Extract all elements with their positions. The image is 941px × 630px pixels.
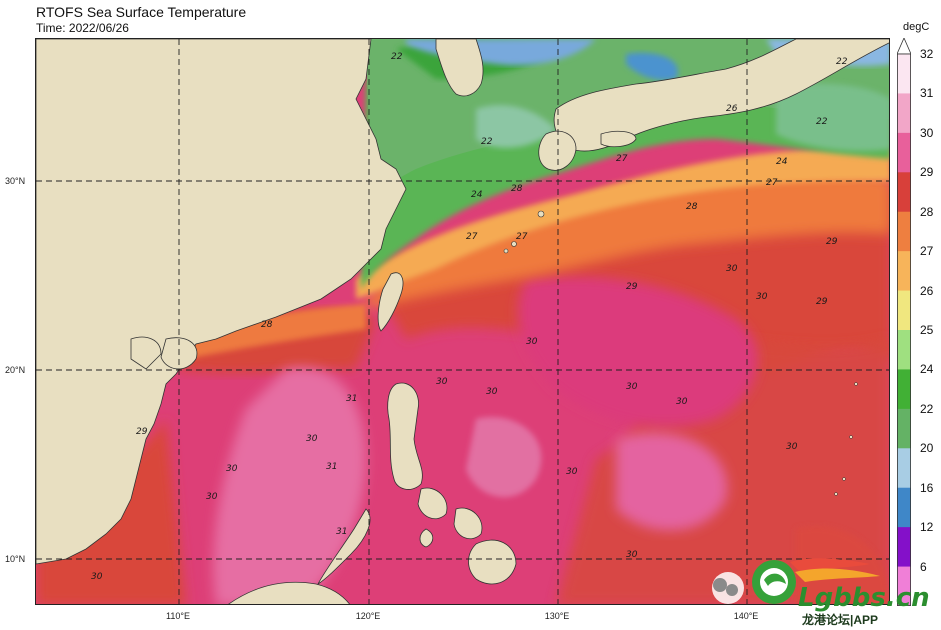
colorbar-swatch [897, 408, 911, 449]
isotherm-label: 22 [816, 117, 828, 127]
colorbar-extend-arrow [897, 38, 911, 55]
isotherm-label: 24 [776, 157, 788, 167]
colorbar-tick-label: 30 [920, 125, 934, 140]
isotherm-label: 27 [616, 154, 628, 164]
colorbar-tick-label: 16 [920, 480, 934, 495]
colorbar-swatch [897, 487, 911, 528]
colorbar-tick-label: 31 [920, 86, 934, 101]
isotherm-label: 27 [766, 178, 778, 188]
y-tick-label: 20°N [5, 365, 26, 375]
isotherm-label: 30 [676, 397, 688, 407]
y-tick-label: 10°N [5, 554, 26, 564]
colorbar-unit: degC [903, 21, 930, 33]
taiwan-land [377, 272, 404, 332]
luzon-land [387, 382, 423, 490]
isotherm-label: 22 [391, 52, 403, 62]
colorbar-tick-label: 28 [920, 204, 934, 219]
x-tick-label: 130°E [544, 611, 570, 621]
isotherm-label: 30 [626, 382, 638, 392]
isotherm-label: 30 [91, 572, 103, 582]
time-label: Time: 2022/06/26 [36, 21, 129, 35]
isotherm-label: 30 [306, 434, 318, 444]
colorbar [897, 38, 911, 606]
watermark-caption: 龙港论坛|APP [802, 613, 879, 627]
colorbar-swatch [897, 172, 911, 213]
colorbar-tick-label: 12 [920, 520, 934, 535]
colorbar-swatch [897, 369, 911, 410]
isotherm-label: 29 [136, 427, 148, 437]
isotherm-label: 22 [836, 57, 848, 67]
isotherm-label: 27 [466, 232, 478, 242]
colorbar-tick-label: 24 [920, 362, 934, 377]
colorbar-tick-label: 20 [920, 441, 934, 456]
isotherm-label: 29 [816, 297, 828, 307]
japan-land [553, 39, 889, 152]
colorbar-swatch [897, 290, 911, 331]
isotherm-label: 30 [486, 387, 498, 397]
colorbar-swatch [897, 132, 911, 173]
colorbar-tick-label: 27 [920, 244, 934, 259]
isotherm-label: 31 [336, 527, 347, 537]
isotherm-label: 30 [526, 337, 538, 347]
y-tick-label: 30°N [5, 176, 26, 186]
isotherm-label: 30 [626, 550, 638, 560]
colorbar-swatch [897, 93, 911, 134]
colorbar-swatch [897, 566, 911, 606]
isotherm-label: 30 [436, 377, 448, 387]
x-tick-label: 140°E [733, 611, 759, 621]
isotherm-label: 31 [346, 394, 357, 404]
watermark-site: Lgbbs.cn [798, 583, 930, 613]
isotherm-label: 27 [516, 232, 528, 242]
sst-map-canvas: 22 22 22 22 24 24 26 27 27 27 27 28 28 2… [36, 39, 889, 604]
sst-map: 22 22 22 22 24 24 26 27 27 27 27 28 28 2… [35, 38, 890, 605]
isotherm-labels: 22 22 22 22 24 24 26 27 27 27 27 28 28 2… [91, 52, 848, 582]
colorbar-swatch [897, 251, 911, 292]
colorbar-outline [897, 53, 911, 606]
colorbar-swatch [897, 211, 911, 252]
isotherm-label: 30 [206, 492, 218, 502]
colorbar-tick-label: 26 [920, 283, 934, 298]
colorbar-tick-label: 25 [920, 323, 934, 337]
isotherm-label: 28 [686, 202, 698, 212]
isotherm-label: 24 [471, 190, 483, 200]
colorbar-tick-label: 22 [920, 401, 934, 416]
colorbar-swatch [897, 448, 911, 489]
isotherm-label: 29 [626, 282, 638, 292]
colorbar-swatch [897, 54, 911, 94]
chart-title: RTOFS Sea Surface Temperature [36, 4, 247, 20]
x-tick-label: 110°E [166, 611, 190, 621]
isotherm-label: 30 [726, 264, 738, 274]
isotherm-label: 26 [726, 104, 738, 114]
isotherm-label: 29 [826, 237, 838, 247]
isotherm-label: 22 [481, 137, 493, 147]
isotherm-label: 30 [786, 442, 798, 452]
korea-land [435, 39, 484, 97]
colorbar-tick-label: 29 [920, 165, 934, 180]
isotherm-label: 30 [566, 467, 578, 477]
colorbar-swatch [897, 330, 911, 370]
x-tick-label: 120°E [355, 611, 381, 621]
isotherm-label: 31 [326, 462, 337, 472]
isotherm-label: 30 [226, 464, 238, 474]
colorbar-swatch [897, 527, 911, 568]
watermark-logo: Lgbbs.cn [712, 558, 930, 613]
isotherm-label: 28 [511, 184, 523, 194]
china-land [36, 39, 407, 565]
gridlines [36, 39, 889, 604]
isotherm-label: 28 [261, 320, 273, 330]
isotherm-label: 30 [756, 292, 768, 302]
colorbar-tick-label: 6 [920, 559, 927, 574]
colorbar-tick-label: 32 [920, 47, 934, 61]
